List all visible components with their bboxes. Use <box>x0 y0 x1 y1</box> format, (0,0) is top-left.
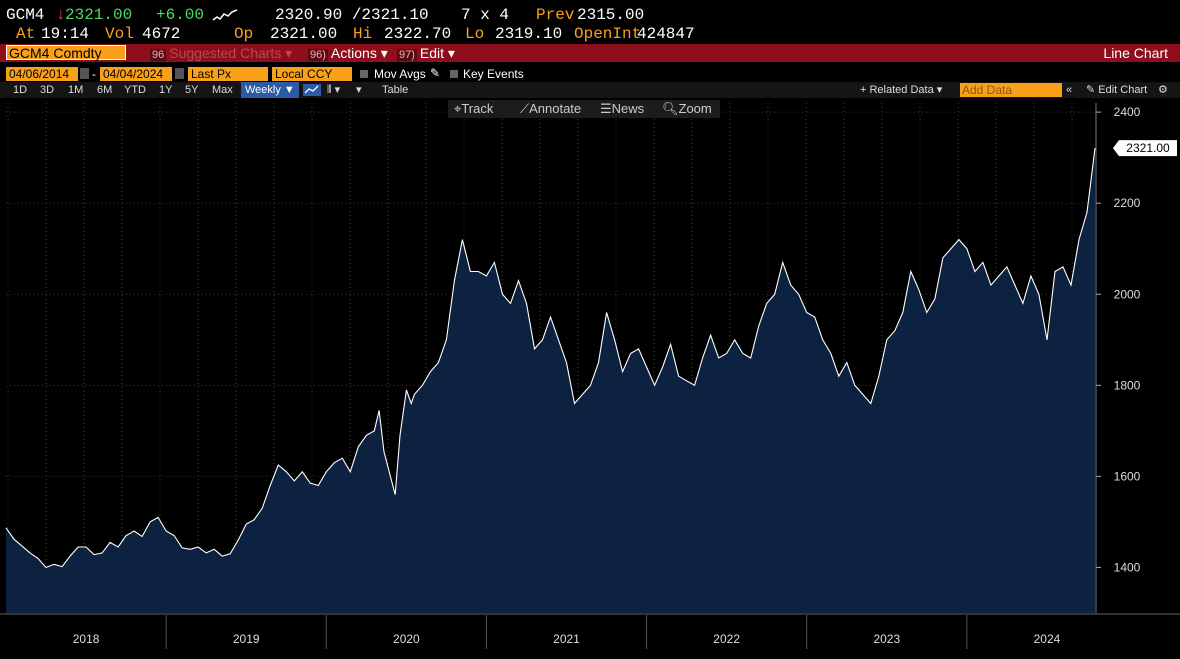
edit-label: Edit <box>419 45 445 61</box>
related-data-button[interactable]: + Related Data ▾ <box>860 84 943 96</box>
lo-value: 2319.10 <box>495 25 563 43</box>
quote-time: 19:14 <box>41 25 90 43</box>
mov-avgs-checkbox[interactable] <box>360 70 368 78</box>
start-date-field[interactable]: 04/06/2014 <box>6 67 78 81</box>
price-area <box>6 148 1095 613</box>
last-price: 2321.00 <box>65 6 133 24</box>
x-year-label: 2021 <box>553 632 580 646</box>
news-label: News <box>611 101 645 116</box>
period-row: 1D 3D 1M 6M YTD 1Y 5Y Max Weekly ▼ ⫴ ▾ ▾… <box>0 82 1180 98</box>
pencil-icon[interactable]: ✎ <box>430 66 441 80</box>
quote-line-1: GCM4 ↓ 2321.00 +6.00 2320.90 /2321.10 7 … <box>0 6 1180 25</box>
collapse-icon[interactable]: « <box>1066 84 1073 96</box>
x-year-label: 2020 <box>393 632 420 646</box>
x-year-label: 2023 <box>873 632 900 646</box>
end-date-field[interactable]: 04/04/2024 <box>100 67 172 81</box>
chart-tools: ⌖ Track ⟋ Annotate ☰ News 🔍︎ Zoom <box>448 100 720 118</box>
vol-value: 4672 <box>142 25 181 43</box>
y-tick-label: 1800 <box>1114 378 1141 392</box>
annotate-label: Annotate <box>529 101 582 116</box>
lo-label: Lo <box>465 25 485 43</box>
actions-button[interactable]: 96) Actions ▾ <box>308 45 388 61</box>
track-label: Track <box>461 101 494 116</box>
bid-ask-size: 7 x 4 <box>461 6 510 24</box>
hi-label: Hi <box>353 25 373 43</box>
price-change: +6.00 <box>156 6 205 24</box>
y-tick-label: 2400 <box>1114 105 1141 119</box>
more-dropdown[interactable]: ▾ <box>356 84 362 96</box>
chart-type-label: Line Chart <box>1103 45 1168 61</box>
period-1d[interactable]: 1D <box>13 84 28 96</box>
period-max[interactable]: Max <box>212 84 233 96</box>
date-separator: - <box>92 67 96 81</box>
edit-number: 97) <box>397 49 417 61</box>
down-arrow-icon: ↓ <box>56 6 66 24</box>
suggested-charts-button[interactable]: 96 Suggested Charts ▾ <box>150 45 293 61</box>
annotate-button[interactable]: ⟋ Annotate <box>520 101 582 116</box>
openint-label: OpenInt <box>574 25 642 43</box>
mov-avgs-label: Mov Avgs <box>374 67 426 81</box>
news-button[interactable]: ☰ News <box>600 101 645 116</box>
x-year-label: 2022 <box>713 632 740 646</box>
prev-value: 2315.00 <box>577 6 645 24</box>
price-chart[interactable]: 1400 1600 1800 2000 2200 2400 2321.00 2018 2019 2… <box>0 98 1180 659</box>
edit-chart-button[interactable]: ✎ Edit Chart <box>1086 84 1148 96</box>
x-year-label: 2019 <box>233 632 260 646</box>
y-tick-label: 2000 <box>1114 287 1141 301</box>
last-price-tag <box>1113 140 1177 157</box>
hi-value: 2322.70 <box>384 25 452 43</box>
y-tick-label: 1400 <box>1114 560 1141 574</box>
bar-type-icon[interactable]: ⫴ ▾ <box>327 84 341 96</box>
actions-label: Actions <box>330 45 377 61</box>
calendar-icon[interactable] <box>80 68 89 79</box>
frequency-label: Weekly <box>245 84 281 96</box>
frequency-select[interactable]: Weekly ▼ <box>241 82 299 98</box>
y-tick-label: 2200 <box>1114 196 1141 210</box>
table-button[interactable]: Table <box>382 84 409 96</box>
field-select[interactable]: Last Px <box>188 67 268 81</box>
period-ytd[interactable]: YTD <box>124 84 146 96</box>
x-year-label: 2018 <box>73 632 100 646</box>
currency-select[interactable]: Local CCY <box>272 67 352 81</box>
track-button[interactable]: ⌖ Track <box>454 101 494 116</box>
quote-line-2: At 19:14 Vol 4672 Op 2321.00 Hi 2322.70 … <box>0 25 1180 44</box>
ticker-symbol: GCM4 <box>6 6 45 24</box>
zoom-button[interactable]: 🔍︎ Zoom <box>662 101 712 116</box>
suggested-charts-label: Suggested Charts <box>169 45 282 61</box>
suggested-charts-number: 96 <box>150 49 167 61</box>
op-label: Op <box>234 25 254 43</box>
related-data-label: + Related Data <box>860 84 934 96</box>
key-events-checkbox[interactable] <box>450 70 458 78</box>
at-label: At <box>16 25 36 43</box>
bid-ask: 2320.90 /2321.10 <box>275 6 429 24</box>
gear-icon[interactable]: ⚙ <box>1158 84 1168 96</box>
y-tick-label: 1600 <box>1114 469 1141 483</box>
calendar-icon[interactable] <box>175 68 184 79</box>
zoom-label: Zoom <box>678 101 712 116</box>
line-chart-icon[interactable] <box>303 84 321 100</box>
period-6m[interactable]: 6M <box>97 84 113 96</box>
period-5y[interactable]: 5Y <box>185 84 199 96</box>
vol-label: Vol <box>105 25 134 43</box>
settings-row: 04/06/2014 - 04/04/2024 Last Px Local CC… <box>0 66 1180 82</box>
sparkline-icon <box>212 9 238 21</box>
key-events-label: Key Events <box>463 67 524 81</box>
actions-number: 96) <box>308 49 328 61</box>
period-1m[interactable]: 1M <box>68 84 84 96</box>
openint-value: 424847 <box>637 25 695 43</box>
period-3d[interactable]: 3D <box>40 84 55 96</box>
security-input[interactable]: GCM4 Comdty <box>6 45 126 61</box>
add-data-input[interactable]: Add Data <box>960 83 1062 97</box>
prev-label: Prev <box>536 6 575 24</box>
op-value: 2321.00 <box>270 25 338 43</box>
x-year-label: 2024 <box>1034 632 1061 646</box>
price-line <box>5 148 1096 569</box>
edit-chart-label: Edit Chart <box>1098 84 1148 96</box>
main-toolbar: GCM4 Comdty 96 Suggested Charts ▾ 96) Acti… <box>0 44 1180 62</box>
last-price-tag-label: 2321.00 <box>1126 141 1170 155</box>
period-1y[interactable]: 1Y <box>159 84 173 96</box>
edit-button[interactable]: 97) Edit ▾ <box>397 45 455 61</box>
